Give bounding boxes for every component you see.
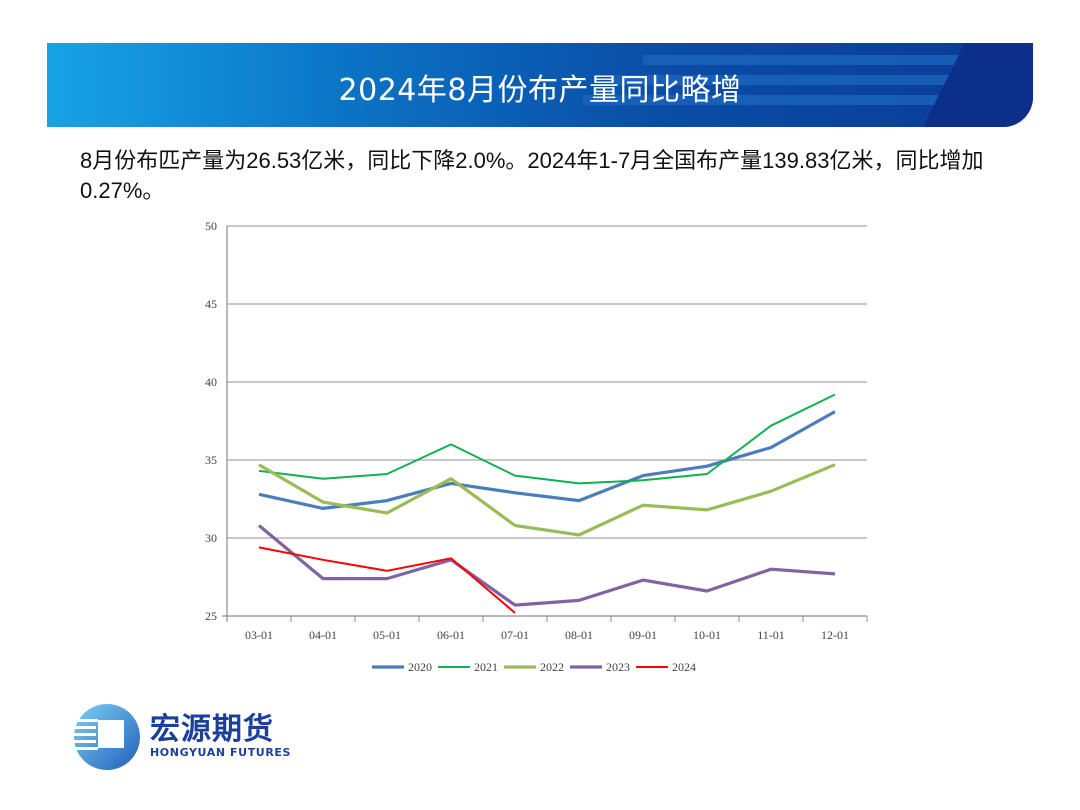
company-logo: 宏源期货 HONGYUAN FUTURES <box>72 702 332 772</box>
series-line-2022 <box>258 463 836 537</box>
x-tick-label: 10-01 <box>693 628 721 642</box>
series-line-2021 <box>258 393 836 485</box>
y-tick-label: 40 <box>205 375 217 389</box>
x-tick-label: 03-01 <box>245 628 273 642</box>
x-tick-label: 09-01 <box>629 628 657 642</box>
y-tick-label: 25 <box>205 609 217 623</box>
legend-label-2020: 2020 <box>408 660 432 674</box>
legend-label-2021: 2021 <box>474 660 498 674</box>
y-tick-label: 35 <box>205 453 217 467</box>
y-tick-label: 45 <box>205 297 217 311</box>
x-tick-label: 11-01 <box>757 628 785 642</box>
series-line-2020 <box>258 410 836 510</box>
series-line-2024 <box>258 546 516 614</box>
logo-name-en: HONGYUAN FUTURES <box>150 746 292 759</box>
legend-label-2023: 2023 <box>606 660 630 674</box>
logo-name-cn: 宏源期货 <box>150 712 274 747</box>
title-banner: 2024年8月份布产量同比略增 <box>47 43 1033 127</box>
x-tick-label: 05-01 <box>373 628 401 642</box>
banner-stripe <box>583 95 973 105</box>
series-line-2023 <box>257 524 836 607</box>
banner-stripe <box>613 75 973 85</box>
hongyuan-logo-icon <box>72 704 140 770</box>
legend-label-2022: 2022 <box>540 660 564 674</box>
banner-stripe <box>643 55 973 65</box>
x-tick-label: 06-01 <box>437 628 465 642</box>
y-tick-label: 50 <box>205 219 217 233</box>
x-tick-label: 04-01 <box>309 628 337 642</box>
x-tick-label: 07-01 <box>501 628 529 642</box>
x-tick-label: 12-01 <box>821 628 849 642</box>
summary-text: 8月份布匹产量为26.53亿米，同比下降2.0%。2024年1-7月全国布产量1… <box>80 148 984 203</box>
legend-label-2024: 2024 <box>672 660 696 674</box>
page-title: 2024年8月份布产量同比略增 <box>338 73 742 108</box>
y-tick-label: 30 <box>205 531 217 545</box>
x-tick-label: 08-01 <box>565 628 593 642</box>
